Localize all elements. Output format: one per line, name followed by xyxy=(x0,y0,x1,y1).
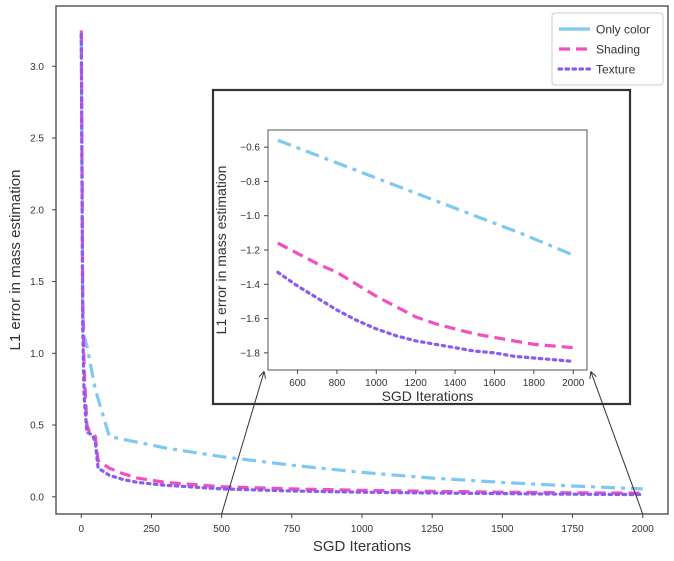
inset-series-line-shading xyxy=(277,241,574,350)
legend-label-shading: Shading xyxy=(596,43,640,57)
main-x-axis-label: SGD Iterations xyxy=(313,538,411,555)
inset-y-tick-label: −1.6 xyxy=(240,314,260,325)
zoom-line-left xyxy=(221,372,264,515)
main-x-tick-label: 1000 xyxy=(351,524,374,535)
inset-y-axis-label: L1 error in mass estimation xyxy=(213,166,229,335)
main-y-tick-label: 0.5 xyxy=(30,421,44,432)
inset-x-axis-label: SGD Iterations xyxy=(382,388,474,404)
inset-y-tick-label: −1.4 xyxy=(240,280,260,291)
main-chart: 0 250 500 750 1000 1250 1500 1750 2000 0.0 0.5 1.0 1… xyxy=(7,5,669,555)
inset-x-tick-label: 600 xyxy=(289,378,306,389)
legend-box xyxy=(551,12,664,86)
main-y-tick-label: 3.0 xyxy=(30,62,44,73)
main-y-axis-label: L1 error in mass estimation xyxy=(7,170,24,351)
main-series-line-texture xyxy=(79,33,645,497)
inset-x-tick-label: 1800 xyxy=(523,378,546,389)
inset-x-tick-label: 1400 xyxy=(444,378,467,389)
inset-x-tick-label: 800 xyxy=(329,378,346,389)
main-y-tick-label: 2.5 xyxy=(30,134,44,145)
inset-series-line-only-color xyxy=(277,138,574,257)
inset-x-tick-label: 1200 xyxy=(405,378,428,389)
inset-x-tick-label: 1600 xyxy=(483,378,506,389)
main-x-tick-label: 750 xyxy=(283,524,300,535)
main-series-line-shading xyxy=(79,30,643,495)
inset-y-tick-label: −1.0 xyxy=(240,211,260,222)
legend-label-only-color: Only color xyxy=(596,23,650,37)
inset-y-tick-label: −0.8 xyxy=(240,177,260,188)
legend-label-texture: Texture xyxy=(596,63,636,77)
legend: Only color Shading Texture xyxy=(551,12,664,86)
inset-x-tick-label: 1000 xyxy=(365,378,388,389)
main-y-tick-label: 1.5 xyxy=(30,277,44,288)
inset-chart: 600 800 1000 1200 1400 1600 1800 2000 −0.6 −0.8 −1… xyxy=(211,88,644,515)
inset-y-tick-label: −1.2 xyxy=(240,246,260,257)
zoom-line-right xyxy=(591,372,644,515)
main-x-tick-label: 1250 xyxy=(421,524,444,535)
main-x-tick-label: 500 xyxy=(213,524,230,535)
inset-y-tick-label: −0.6 xyxy=(240,143,260,154)
main-series-line-only-color xyxy=(79,34,643,491)
main-x-tick-label: 0 xyxy=(78,524,84,535)
inset-x-tick-label: 2000 xyxy=(562,378,585,389)
main-x-tick-label: 1750 xyxy=(561,524,584,535)
main-y-tick-label: 2.0 xyxy=(30,205,44,216)
main-x-tick-label: 250 xyxy=(143,524,160,535)
main-x-tick-label: 2000 xyxy=(632,524,655,535)
main-y-tick-label: 1.0 xyxy=(30,349,44,360)
inset-y-tick-label: −1.8 xyxy=(240,348,260,359)
inset-series-line-texture xyxy=(276,270,575,363)
main-y-tick-label: 0.0 xyxy=(30,492,44,503)
inset-panel xyxy=(211,88,632,406)
main-x-tick-label: 1500 xyxy=(491,524,514,535)
